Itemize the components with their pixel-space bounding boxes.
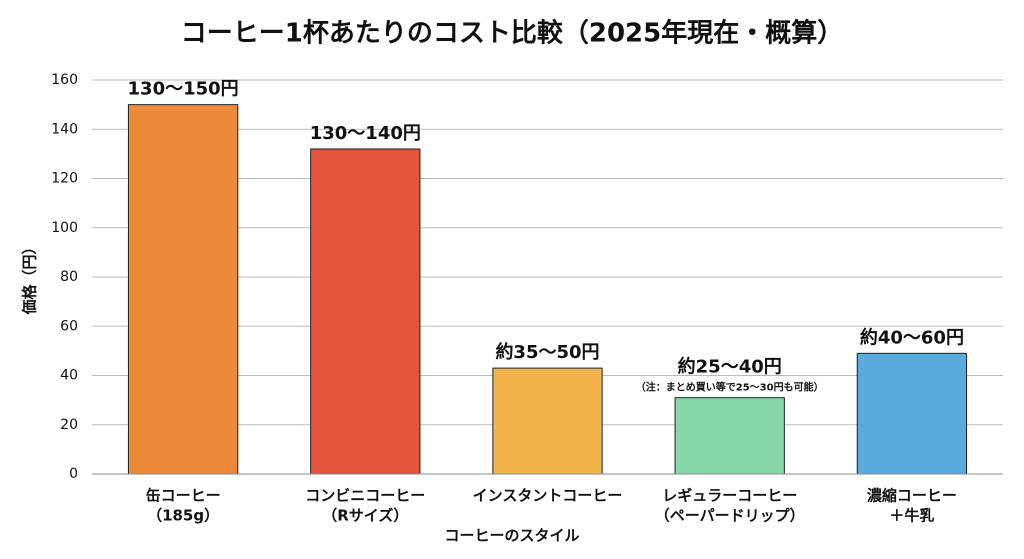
bar-label: 130〜140円 xyxy=(310,123,421,144)
x-tick-label: 濃縮コーヒー xyxy=(867,487,957,505)
bar xyxy=(492,367,603,475)
y-tick-label: 80 xyxy=(60,269,78,285)
bar xyxy=(127,104,239,475)
x-tick-label: （185g） xyxy=(147,507,219,525)
y-axis-label: 価格（円） xyxy=(21,239,39,315)
y-tick-label: 100 xyxy=(51,220,78,236)
x-tick-label: （Rサイズ） xyxy=(322,507,408,525)
bar-label: 約35〜50円 xyxy=(495,341,599,363)
y-tick-label: 40 xyxy=(60,368,78,384)
y-tick-label: 120 xyxy=(51,171,78,187)
x-tick-label: レギュラーコーヒー xyxy=(662,487,797,505)
y-tick-label: 140 xyxy=(51,121,78,137)
bar xyxy=(856,352,968,475)
x-tick-label: ＋牛乳 xyxy=(889,507,934,525)
bar-label: 約40〜60円 xyxy=(860,326,964,348)
bar-label: 130〜150円 xyxy=(128,79,239,100)
x-tick-label: （ペーパードリップ） xyxy=(655,507,805,525)
x-tick-label: インスタントコーヒー xyxy=(473,487,623,505)
bar xyxy=(674,397,785,475)
y-tick-label: 20 xyxy=(60,417,78,433)
note: （注：まとめ買い等で25〜30円も可能） xyxy=(636,381,824,394)
bar xyxy=(310,148,421,475)
y-tick-label: 60 xyxy=(60,318,78,334)
x-tick-label: コンビニコーヒー xyxy=(305,487,425,505)
bar-label: 約25〜40円 xyxy=(678,356,782,378)
y-tick-label: 0 xyxy=(69,466,78,482)
x-axis-label: コーヒーのスタイル xyxy=(444,527,579,545)
y-tick-label: 160 xyxy=(51,72,78,88)
x-tick-label: 缶コーヒー xyxy=(146,487,221,505)
chart-title: コーヒー1杯あたりのコスト比較（2025年現在・概算） xyxy=(181,18,843,49)
